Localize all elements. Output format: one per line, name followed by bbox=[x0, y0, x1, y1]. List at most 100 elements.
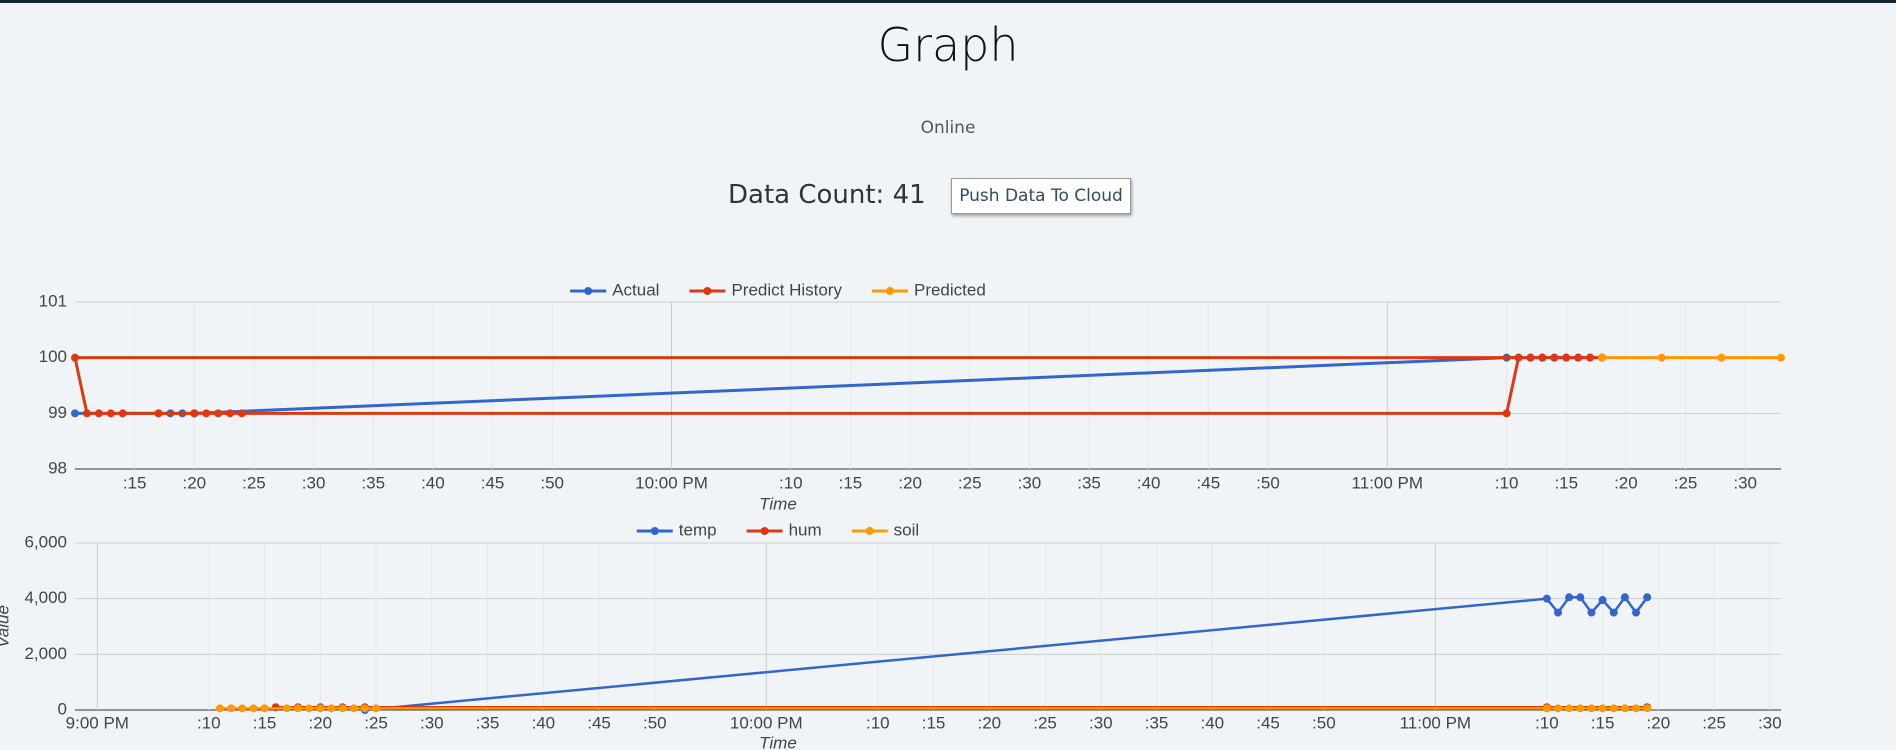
x-tick-label: :15 bbox=[1591, 713, 1615, 732]
y-tick-label: 100 bbox=[39, 347, 67, 366]
data-point bbox=[238, 409, 247, 418]
x-tick-label: :25 bbox=[958, 473, 982, 492]
x-tick-label: :10 bbox=[779, 473, 803, 492]
x-tick-label: :40 bbox=[421, 473, 445, 492]
x-tick-label: :35 bbox=[1077, 473, 1101, 492]
data-point bbox=[1717, 353, 1726, 362]
x-tick-label: :30 bbox=[302, 473, 326, 492]
data-point bbox=[1553, 608, 1562, 617]
push-button[interactable]: Push Data To Cloud bbox=[951, 178, 1131, 214]
data-point bbox=[1502, 409, 1511, 418]
data-point bbox=[1609, 608, 1618, 617]
data-point bbox=[94, 409, 103, 418]
x-tick-label: :15 bbox=[1554, 473, 1578, 492]
data-point bbox=[260, 704, 269, 713]
y-tick-label: 6,000 bbox=[24, 532, 67, 551]
x-tick-label: :35 bbox=[1145, 713, 1169, 732]
x-tick-label: :25 bbox=[1674, 473, 1698, 492]
data-point bbox=[1565, 593, 1574, 602]
data-point bbox=[1538, 353, 1547, 362]
y-tick-label: 99 bbox=[48, 403, 67, 422]
x-tick-label: :20 bbox=[898, 473, 922, 492]
x-axis-title: Time bbox=[759, 494, 797, 513]
data-point bbox=[327, 704, 336, 713]
data-point bbox=[1643, 704, 1652, 713]
x-tick-label: :15 bbox=[253, 713, 277, 732]
x-tick-label: :45 bbox=[481, 473, 505, 492]
page-title: Graph bbox=[877, 18, 1019, 72]
x-tick-label: :10 bbox=[1535, 713, 1559, 732]
data-point bbox=[1620, 704, 1629, 713]
data-point bbox=[1542, 594, 1551, 603]
x-tick-label: :50 bbox=[540, 473, 564, 492]
data-point bbox=[1598, 596, 1607, 605]
legend-dot bbox=[760, 527, 769, 535]
x-tick-label: 9:00 PM bbox=[66, 713, 129, 732]
legend: Actual Predict History Predicted bbox=[570, 280, 986, 299]
data-point bbox=[215, 704, 224, 713]
x-tick-label: :10 bbox=[866, 713, 890, 732]
y-tick-label: 0 bbox=[58, 699, 67, 718]
x-tick-label: :35 bbox=[476, 713, 500, 732]
legend-dot bbox=[584, 287, 593, 295]
data-point bbox=[249, 704, 258, 713]
status: Online bbox=[920, 118, 976, 138]
data-point bbox=[190, 409, 199, 418]
data-point bbox=[1574, 353, 1583, 362]
data-point bbox=[1609, 704, 1618, 713]
legend-label: Predicted bbox=[914, 280, 986, 299]
x-tick-label: :20 bbox=[978, 713, 1002, 732]
x-tick-label: :15 bbox=[922, 713, 946, 732]
x-tick-label: :30 bbox=[420, 713, 444, 732]
x-tick-label: :45 bbox=[1256, 713, 1280, 732]
x-tick-label: :30 bbox=[1018, 473, 1042, 492]
legend-label: hum bbox=[789, 520, 822, 539]
x-tick-label: :25 bbox=[1702, 713, 1726, 732]
data-point bbox=[372, 704, 381, 713]
data-point bbox=[202, 409, 211, 418]
x-tick-label: :40 bbox=[1137, 473, 1161, 492]
x-tick-label: :45 bbox=[1197, 473, 1221, 492]
x-tick-label: 11:00 PM bbox=[1352, 473, 1424, 492]
x-tick-label: 10:00 PM bbox=[635, 473, 708, 492]
legend-dot bbox=[703, 287, 712, 295]
x-tick-label: :25 bbox=[242, 473, 266, 492]
data-point bbox=[1598, 704, 1607, 713]
series-line bbox=[364, 595, 1649, 712]
data-point bbox=[305, 704, 314, 713]
x-tick-label: :35 bbox=[361, 473, 385, 492]
x-tick-label: :20 bbox=[308, 713, 332, 732]
y-tick-label: 2,000 bbox=[24, 644, 67, 663]
x-tick-label: :30 bbox=[1089, 713, 1113, 732]
x-tick-label: :10 bbox=[197, 713, 221, 732]
data-point bbox=[1632, 704, 1641, 713]
x-tick-label: :25 bbox=[364, 713, 388, 732]
data-point bbox=[1586, 353, 1595, 362]
x-tick-label: :20 bbox=[1614, 473, 1638, 492]
data-point bbox=[71, 353, 79, 362]
data-point bbox=[118, 409, 127, 418]
data-point bbox=[1598, 353, 1607, 362]
legend-dot bbox=[865, 527, 874, 535]
data-point bbox=[338, 704, 347, 713]
x-tick-label: :20 bbox=[182, 473, 206, 492]
legend-dot bbox=[650, 527, 659, 535]
series-line bbox=[75, 356, 1603, 415]
data-point bbox=[282, 704, 291, 713]
legend-dot bbox=[885, 287, 894, 295]
x-axis-title: Time bbox=[759, 733, 797, 750]
x-tick-label: :15 bbox=[839, 473, 863, 492]
data-point bbox=[214, 409, 223, 418]
data-point bbox=[316, 704, 325, 713]
x-tick-label: :45 bbox=[587, 713, 611, 732]
data-point bbox=[1542, 704, 1551, 713]
y-tick-label: 98 bbox=[48, 458, 67, 477]
x-tick-label: :10 bbox=[1495, 473, 1519, 492]
data-point bbox=[226, 409, 235, 418]
x-tick-label: :40 bbox=[1201, 713, 1225, 732]
data-point bbox=[294, 704, 303, 713]
data-point bbox=[71, 409, 79, 418]
data-point bbox=[82, 409, 91, 418]
legend-label: temp bbox=[679, 520, 717, 539]
x-tick-label: :50 bbox=[643, 713, 667, 732]
